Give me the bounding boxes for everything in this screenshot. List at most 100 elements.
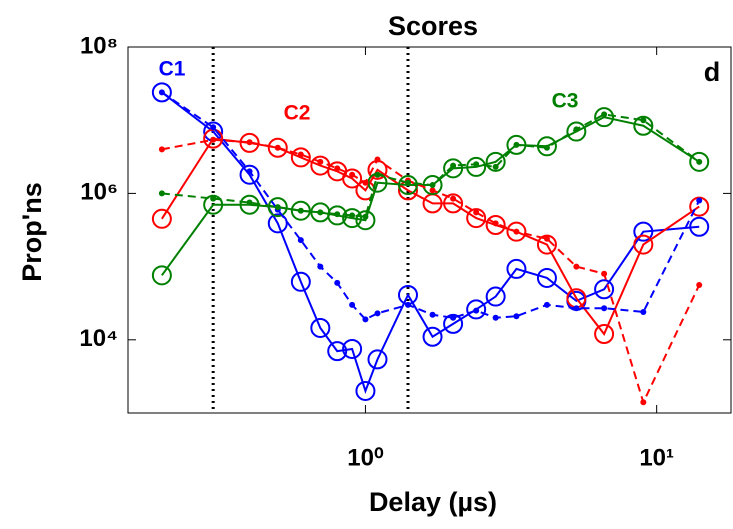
marker [640, 308, 647, 315]
marker [317, 209, 324, 216]
marker [349, 301, 356, 308]
marker [342, 168, 363, 189]
marker [246, 199, 253, 206]
marker [473, 209, 480, 216]
marker [404, 301, 411, 308]
marker [466, 208, 487, 229]
marker [492, 163, 499, 170]
marker [513, 228, 520, 235]
marker [327, 341, 348, 362]
marker [151, 208, 172, 229]
y-tick-label: 10⁴ [79, 325, 118, 352]
marker [397, 175, 418, 196]
marker [334, 279, 341, 286]
marker [210, 124, 217, 131]
marker [573, 263, 580, 270]
marker [374, 171, 381, 178]
marker [536, 267, 557, 288]
marker [543, 144, 550, 151]
marker [362, 179, 369, 186]
marker [310, 317, 331, 338]
marker [429, 182, 436, 189]
y-axis-title: Prop'ns [17, 182, 47, 281]
dashed-line [161, 91, 701, 321]
marker [696, 158, 703, 165]
marker [473, 161, 480, 168]
marker [239, 164, 260, 185]
marker [506, 258, 527, 279]
marker [355, 380, 376, 401]
marker [362, 213, 369, 220]
marker [374, 310, 381, 317]
x-tick-label: 10¹ [639, 444, 674, 471]
marker [466, 156, 487, 177]
series-label: C2 [284, 102, 311, 125]
marker [450, 314, 457, 321]
marker [536, 234, 557, 255]
marker [404, 179, 411, 186]
marker [443, 158, 464, 179]
marker [297, 237, 304, 244]
marker [267, 213, 288, 234]
marker [422, 326, 443, 347]
marker [297, 207, 304, 214]
marker [429, 311, 436, 318]
marker [640, 117, 647, 124]
marker [317, 158, 324, 165]
marker [374, 156, 381, 163]
marker [334, 165, 341, 172]
marker [450, 195, 457, 202]
marker [317, 263, 324, 270]
series-label: C3 [552, 90, 579, 113]
marker [466, 299, 487, 320]
marker [473, 307, 480, 314]
x-tick-label: 10⁰ [347, 444, 384, 471]
panel-label: d [704, 57, 721, 87]
marker [696, 282, 703, 289]
marker [566, 121, 587, 142]
marker [349, 212, 356, 219]
marker [485, 286, 506, 307]
marker [239, 132, 260, 153]
marker [342, 338, 363, 359]
chart-title: Scores [388, 11, 478, 41]
marker [689, 216, 710, 237]
marker [422, 175, 443, 196]
marker [158, 89, 165, 96]
marker [640, 399, 647, 406]
marker [601, 270, 608, 277]
marker [210, 195, 217, 202]
marker [274, 204, 281, 211]
marker [689, 151, 710, 172]
marker [573, 126, 580, 133]
marker [355, 210, 376, 231]
marker [349, 171, 356, 178]
marker [506, 134, 527, 155]
marker [513, 141, 520, 148]
marker [151, 82, 172, 103]
marker [362, 316, 369, 323]
marker [601, 305, 608, 312]
marker [210, 136, 217, 143]
marker [246, 139, 253, 146]
series-line [161, 91, 700, 394]
y-tick-label: 10⁶ [80, 179, 118, 206]
marker [267, 137, 288, 158]
marker [158, 190, 165, 197]
marker [594, 324, 615, 345]
y-tick-label: 10⁸ [80, 32, 118, 59]
marker [696, 197, 703, 204]
marker [485, 151, 506, 172]
marker [450, 162, 457, 169]
marker [492, 314, 499, 321]
marker [158, 146, 165, 153]
series-label: C1 [159, 58, 186, 81]
marker [151, 265, 172, 286]
marker [594, 279, 615, 300]
marker [543, 301, 550, 308]
marker [267, 197, 288, 218]
marker [246, 168, 253, 175]
marker [536, 136, 557, 157]
marker [367, 349, 388, 370]
